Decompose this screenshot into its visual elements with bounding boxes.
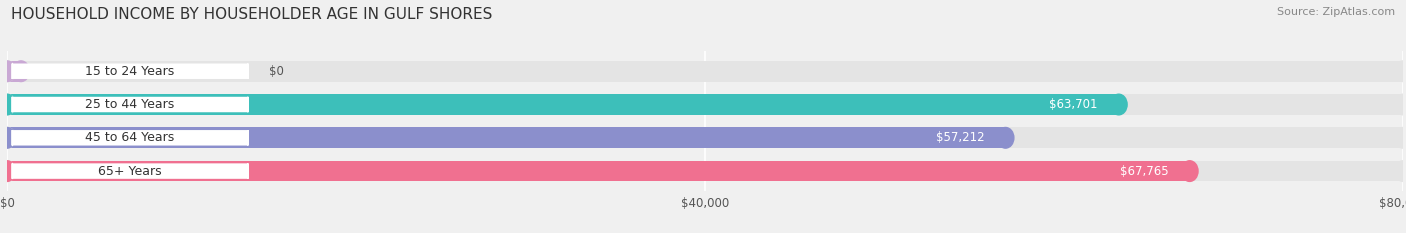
Ellipse shape bbox=[0, 127, 15, 148]
Ellipse shape bbox=[1181, 161, 1198, 182]
Text: 25 to 44 Years: 25 to 44 Years bbox=[86, 98, 174, 111]
Bar bbox=[7, 161, 1403, 182]
Bar bbox=[7, 161, 1189, 182]
FancyBboxPatch shape bbox=[13, 64, 247, 79]
Text: 45 to 64 Years: 45 to 64 Years bbox=[86, 131, 174, 144]
Bar bbox=[7, 61, 1403, 82]
Text: Source: ZipAtlas.com: Source: ZipAtlas.com bbox=[1277, 7, 1395, 17]
Ellipse shape bbox=[0, 161, 15, 182]
Bar bbox=[7, 94, 1119, 115]
Bar bbox=[7, 127, 1403, 148]
Ellipse shape bbox=[0, 94, 15, 115]
Ellipse shape bbox=[1395, 61, 1406, 82]
FancyBboxPatch shape bbox=[13, 97, 247, 112]
Ellipse shape bbox=[0, 161, 15, 182]
Text: $0: $0 bbox=[269, 65, 284, 78]
Ellipse shape bbox=[13, 61, 30, 82]
Text: $63,701: $63,701 bbox=[1049, 98, 1098, 111]
FancyBboxPatch shape bbox=[13, 163, 247, 179]
Ellipse shape bbox=[1395, 161, 1406, 182]
Ellipse shape bbox=[997, 127, 1014, 148]
Text: 15 to 24 Years: 15 to 24 Years bbox=[86, 65, 174, 78]
Bar bbox=[7, 94, 1403, 115]
Bar bbox=[7, 61, 21, 82]
Text: HOUSEHOLD INCOME BY HOUSEHOLDER AGE IN GULF SHORES: HOUSEHOLD INCOME BY HOUSEHOLDER AGE IN G… bbox=[11, 7, 492, 22]
Text: $57,212: $57,212 bbox=[936, 131, 984, 144]
Ellipse shape bbox=[1395, 127, 1406, 148]
Ellipse shape bbox=[0, 127, 15, 148]
Ellipse shape bbox=[0, 61, 15, 82]
Ellipse shape bbox=[0, 61, 15, 82]
FancyBboxPatch shape bbox=[13, 130, 247, 146]
Text: 65+ Years: 65+ Years bbox=[98, 164, 162, 178]
Ellipse shape bbox=[1111, 94, 1128, 115]
Ellipse shape bbox=[0, 94, 15, 115]
Ellipse shape bbox=[1395, 94, 1406, 115]
Text: $67,765: $67,765 bbox=[1121, 164, 1168, 178]
Bar bbox=[7, 127, 1005, 148]
